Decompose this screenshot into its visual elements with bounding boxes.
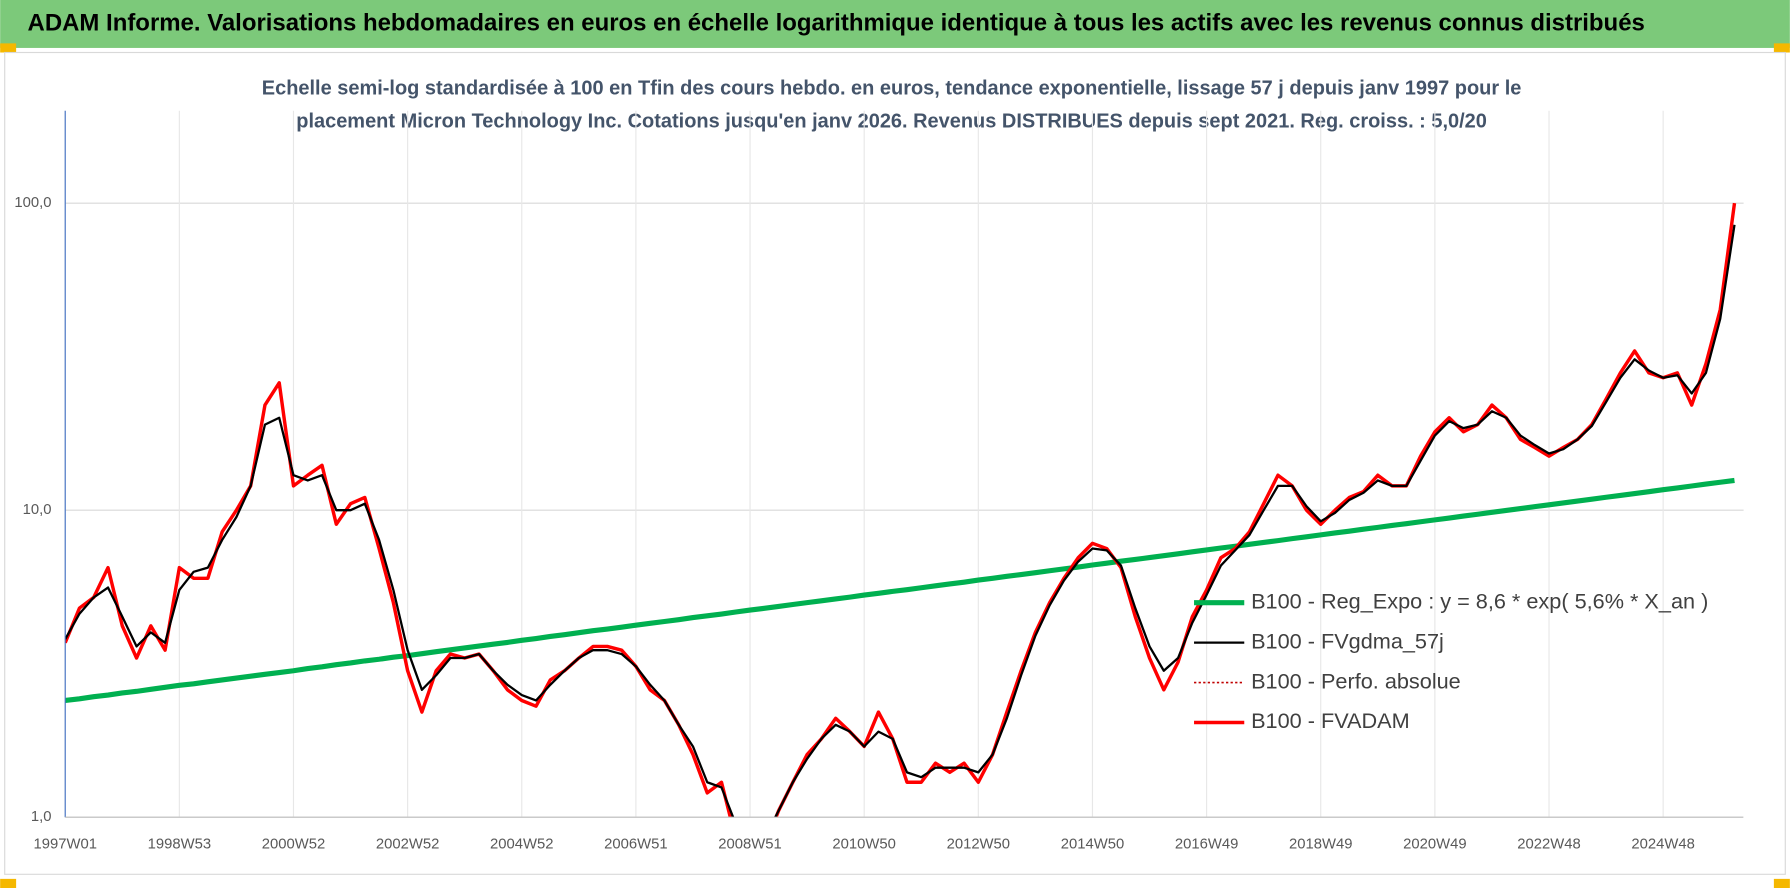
x-tick-label: 1998W53 [148,837,211,853]
x-tick-label: 2024W48 [1631,837,1694,853]
chart-title: ADAM Informe. Valorisations hebdomadaire… [28,9,1645,36]
plot-area [65,202,1737,818]
x-tick-label: 2008W51 [718,837,781,853]
legend-label: B100 - FVADAM [1251,708,1410,733]
legend-label: B100 - FVgdma_57j [1251,628,1444,653]
x-tick-label: 2010W50 [832,837,895,853]
legend: B100 - Reg_Expo : y = 8,6 * exp( 5,6% * … [1194,588,1708,733]
corner-mark [1773,43,1790,53]
series-line [65,224,1736,818]
chart-subtitle: placement Micron Technology Inc. Cotatio… [296,110,1487,132]
header-bar [0,0,1790,48]
x-tick-label: 2014W50 [1061,837,1124,853]
axes: 1,0 10,0 100,0 1997W01 1998W53 2000W52 2002W52… [14,195,1694,852]
x-tick-label: 2016W49 [1175,837,1238,853]
corner-mark [0,878,17,888]
y-tick-label: 1,0 [31,809,52,825]
x-tick-label: 2022W48 [1517,837,1580,853]
chart-border [4,51,1786,875]
legend-label: B100 - Reg_Expo : y = 8,6 * exp( 5,6% * … [1251,588,1708,613]
y-tick-label: 100,0 [14,195,51,211]
x-tick-label: 2000W52 [262,837,325,853]
chart-subtitle: Echelle semi-log standardisée à 100 en T… [262,77,1522,99]
corner-mark [0,43,17,53]
series-line [65,477,1735,704]
corner-mark [1773,878,1790,888]
x-tick-label: 2020W49 [1403,837,1466,853]
x-tick-label: 2004W52 [490,837,553,853]
x-tick-label: 2012W50 [947,837,1010,853]
x-tick-label: 1997W01 [33,837,96,853]
y-tick-label: 10,0 [23,502,52,518]
x-tick-label: 2002W52 [376,837,439,853]
legend-label: B100 - Perfo. absolue [1251,668,1461,693]
x-tick-label: 2006W51 [604,837,667,853]
x-tick-label: 2018W49 [1289,837,1352,853]
